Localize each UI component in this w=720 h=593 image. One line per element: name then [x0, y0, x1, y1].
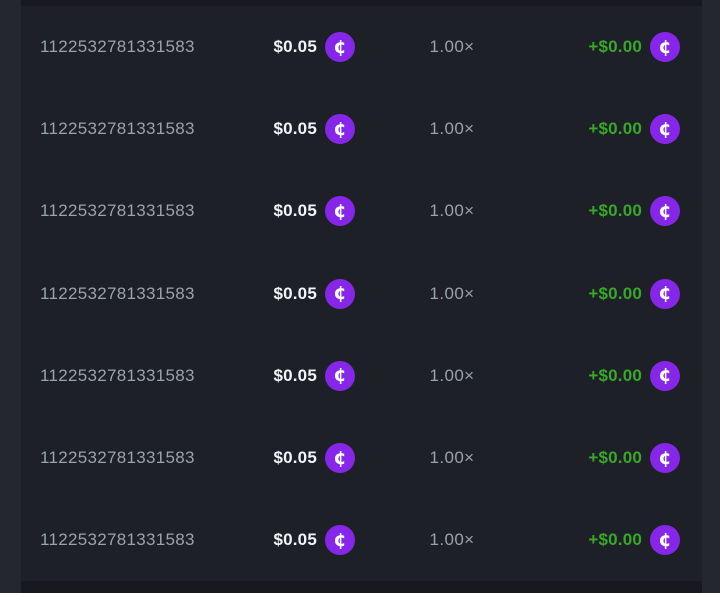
bet-id: 1122532781331583: [40, 448, 195, 468]
bet-amount-group: $0.05 ¢: [235, 114, 355, 145]
bet-payout: +$0.00: [588, 37, 642, 57]
bet-row[interactable]: 1122532781331583 $0.05 ¢ 1.00× +$0.00 ¢: [21, 499, 702, 582]
bet-payout-group: +$0.00 ¢: [549, 32, 680, 63]
stake-cash-coin-icon: ¢: [325, 32, 355, 63]
bet-multiplier: 1.00×: [429, 365, 475, 385]
bet-row[interactable]: 1122532781331583 $0.05 ¢ 1.00× +$0.00 ¢: [21, 170, 702, 253]
stake-cash-coin-icon: ¢: [650, 525, 680, 556]
bet-id: 1122532781331583: [40, 283, 195, 303]
page-background-left: [0, 0, 21, 593]
stake-cash-coin-icon: ¢: [650, 443, 680, 474]
bet-payout-group: +$0.00 ¢: [549, 278, 680, 309]
bet-payout: +$0.00: [588, 530, 642, 550]
stake-cash-coin-icon: ¢: [650, 278, 680, 309]
stake-cash-coin-icon: ¢: [325, 525, 355, 556]
bet-amount-group: $0.05 ¢: [235, 443, 355, 474]
stake-cash-coin-icon: ¢: [325, 360, 355, 391]
stake-cash-coin-icon: ¢: [325, 114, 355, 145]
bet-amount: $0.05: [273, 365, 317, 385]
stake-cash-coin-icon: ¢: [650, 196, 680, 227]
stake-cash-coin-icon: ¢: [650, 114, 680, 145]
bet-multiplier: 1.00×: [429, 448, 475, 468]
bet-payout: +$0.00: [588, 283, 642, 303]
bet-amount-group: $0.05 ¢: [235, 525, 355, 556]
bet-multiplier: 1.00×: [429, 530, 475, 550]
bet-payout: +$0.00: [588, 119, 642, 139]
bet-multiplier: 1.00×: [429, 201, 475, 221]
bet-amount-group: $0.05 ¢: [235, 196, 355, 227]
bets-table: 1122532781331583 $0.05 ¢ 1.00× +$0.00 ¢ …: [21, 0, 702, 593]
bet-amount-group: $0.05 ¢: [235, 32, 355, 63]
bet-row[interactable]: 1122532781331583 $0.05 ¢ 1.00× +$0.00 ¢: [21, 334, 702, 417]
bet-rows-list: 1122532781331583 $0.05 ¢ 1.00× +$0.00 ¢ …: [21, 6, 702, 582]
bet-payout-group: +$0.00 ¢: [549, 443, 680, 474]
bet-payout: +$0.00: [588, 448, 642, 468]
bet-row[interactable]: 1122532781331583 $0.05 ¢ 1.00× +$0.00 ¢: [21, 6, 702, 89]
bet-multiplier: 1.00×: [429, 283, 475, 303]
bet-id: 1122532781331583: [40, 530, 195, 550]
bet-amount: $0.05: [273, 201, 317, 221]
bet-id: 1122532781331583: [40, 37, 195, 57]
bet-row[interactable]: 1122532781331583 $0.05 ¢ 1.00× +$0.00 ¢: [21, 416, 702, 500]
bet-multiplier: 1.00×: [429, 119, 475, 139]
stake-cash-coin-icon: ¢: [325, 443, 355, 474]
bet-payout-group: +$0.00 ¢: [549, 114, 680, 145]
bet-payout-group: +$0.00 ¢: [549, 196, 680, 227]
stake-cash-coin-icon: ¢: [650, 32, 680, 63]
page-background-right: [702, 0, 720, 593]
bet-payout-group: +$0.00 ¢: [549, 525, 680, 556]
bet-id: 1122532781331583: [40, 201, 195, 221]
bet-amount: $0.05: [273, 37, 317, 57]
bet-payout: +$0.00: [588, 365, 642, 385]
stake-cash-coin-icon: ¢: [325, 278, 355, 309]
bet-amount-group: $0.05 ¢: [235, 278, 355, 309]
bet-payout-group: +$0.00 ¢: [549, 360, 680, 391]
stake-cash-coin-icon: ¢: [325, 196, 355, 227]
bet-amount-group: $0.05 ¢: [235, 360, 355, 391]
bet-amount: $0.05: [273, 283, 317, 303]
bet-row[interactable]: 1122532781331583 $0.05 ¢ 1.00× +$0.00 ¢: [21, 88, 702, 171]
bet-amount: $0.05: [273, 530, 317, 550]
bet-row[interactable]: 1122532781331583 $0.05 ¢ 1.00× +$0.00 ¢: [21, 252, 702, 335]
bet-payout: +$0.00: [588, 201, 642, 221]
bet-amount: $0.05: [273, 119, 317, 139]
bet-id: 1122532781331583: [40, 365, 195, 385]
bet-id: 1122532781331583: [40, 119, 195, 139]
stake-cash-coin-icon: ¢: [650, 360, 680, 391]
bet-multiplier: 1.00×: [429, 37, 475, 57]
bet-amount: $0.05: [273, 448, 317, 468]
